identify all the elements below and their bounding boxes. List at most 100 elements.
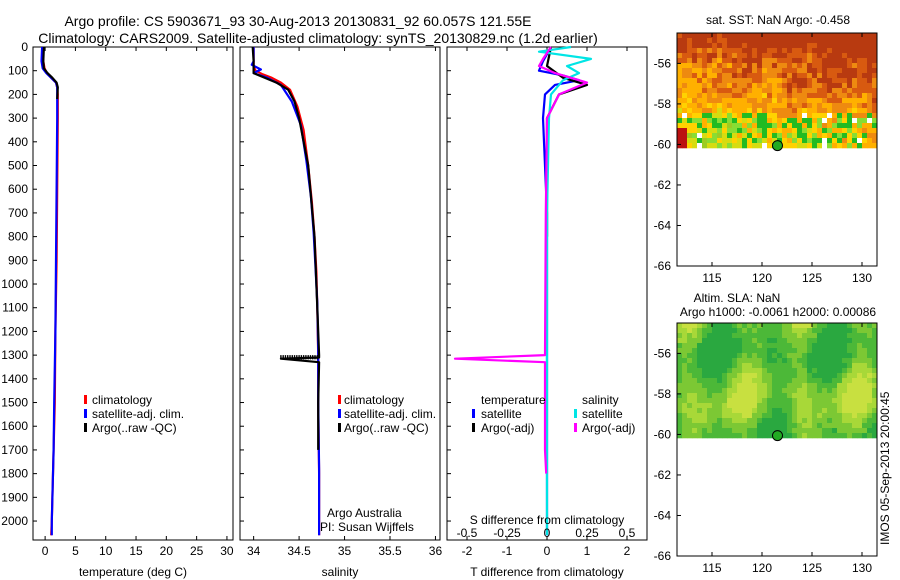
map-cell (847, 408, 853, 414)
map-cell (807, 78, 813, 84)
map-cell (747, 338, 753, 344)
map-cell (742, 383, 748, 389)
map-cell (712, 43, 718, 49)
map-cell (732, 378, 738, 384)
map-cell (867, 368, 873, 374)
map-cell (772, 338, 778, 344)
map-cell (697, 378, 703, 384)
map-cell (782, 58, 788, 64)
map-cell (692, 33, 698, 39)
map-cell (752, 68, 758, 74)
map-cell (682, 388, 688, 394)
map-cell (827, 428, 833, 434)
map-cell (872, 98, 878, 104)
map-cell (822, 413, 828, 419)
map-cell (682, 423, 688, 429)
map-cell (837, 63, 843, 69)
map-cell (817, 388, 823, 394)
map-cell (702, 93, 708, 99)
map-cell (767, 403, 773, 409)
map-cell (702, 323, 708, 329)
map-cell (757, 33, 763, 39)
map-cell (802, 358, 808, 364)
map-cell (742, 388, 748, 394)
map-cell (782, 43, 788, 49)
map-cell (677, 378, 683, 384)
map-cell (792, 143, 798, 149)
map-cell (862, 413, 868, 419)
map-cell (737, 363, 743, 369)
map-cell (677, 123, 683, 129)
map-cell (847, 103, 853, 109)
map-cell (847, 378, 853, 384)
map-cell (717, 353, 723, 359)
map-cell (687, 73, 693, 79)
map-cell (792, 118, 798, 124)
map-cell (722, 58, 728, 64)
map-cell (797, 343, 803, 349)
map-cell (772, 368, 778, 374)
map-cell (807, 388, 813, 394)
map-cell (747, 113, 753, 119)
map-cell (682, 378, 688, 384)
map-cell (867, 388, 873, 394)
map-cell (742, 373, 748, 379)
map-cell (702, 78, 708, 84)
map-cell (702, 363, 708, 369)
map-cell (802, 93, 808, 99)
map-cell (727, 128, 733, 134)
map-cell (777, 108, 783, 114)
series-line-argo-raw-qc- (42, 46, 59, 100)
map-cell (677, 423, 683, 429)
map-cell (807, 393, 813, 399)
map-cell (762, 338, 768, 344)
temperature-axes (32, 46, 234, 541)
map-cell (737, 343, 743, 349)
map-cell (792, 368, 798, 374)
map-cell (767, 373, 773, 379)
map-cell (842, 33, 848, 39)
map-cell (782, 328, 788, 334)
map-cell (697, 58, 703, 64)
map-cell (822, 373, 828, 379)
map-cell (787, 68, 793, 74)
map-cell (802, 343, 808, 349)
map-cell (832, 333, 838, 339)
salinity-legend: climatology satellite-adj. clim. Argo(..… (338, 393, 436, 435)
map-cell (727, 113, 733, 119)
map-cell (737, 403, 743, 409)
map-cell (777, 333, 783, 339)
map-cell (862, 108, 868, 114)
map-cell (837, 388, 843, 394)
map-cell (832, 338, 838, 344)
map-cell (872, 358, 878, 364)
map-cell (747, 133, 753, 139)
map-cell (722, 403, 728, 409)
map-cell (862, 423, 868, 429)
map-cell (812, 393, 818, 399)
map-cell (712, 433, 718, 439)
y-tick-label: 1700 (1, 443, 28, 457)
map-cell (682, 353, 688, 359)
map-cell (692, 43, 698, 49)
map-cell (872, 343, 878, 349)
map-cell (747, 423, 753, 429)
map-cell (747, 388, 753, 394)
map-cell (747, 428, 753, 434)
map-cell (807, 108, 813, 114)
map-cell (807, 338, 813, 344)
map-y-tick-label: -62 (654, 178, 672, 192)
map-cell (812, 403, 818, 409)
map-cell (832, 433, 838, 439)
y-tick-label: 200 (8, 87, 28, 101)
map-cell (772, 428, 778, 434)
map-cell (787, 123, 793, 129)
map-cell (837, 343, 843, 349)
map-cell (827, 388, 833, 394)
map-cell (732, 383, 738, 389)
map-cell (692, 338, 698, 344)
map-cell (802, 118, 808, 124)
map-cell (872, 393, 878, 399)
map-cell (752, 98, 758, 104)
map-cell (827, 33, 833, 39)
